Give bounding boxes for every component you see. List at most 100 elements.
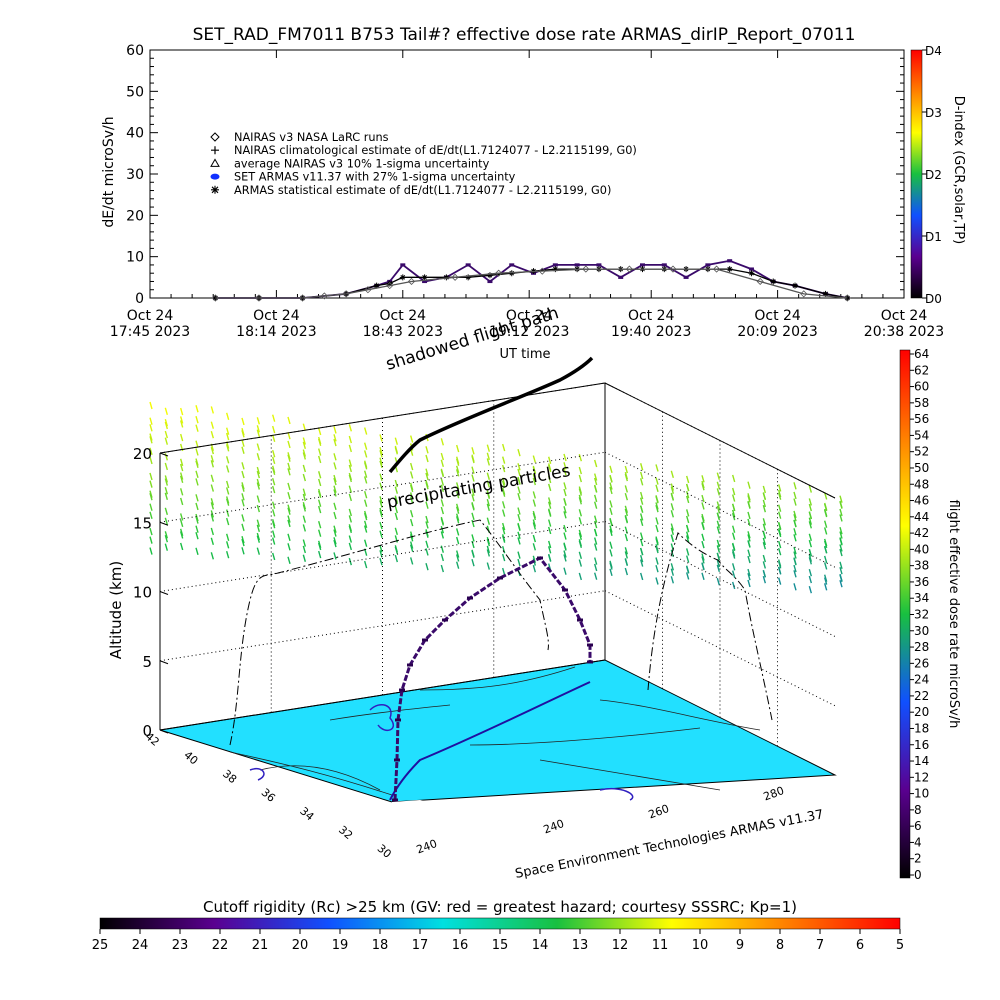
- precipitation-tick: [256, 417, 261, 425]
- precipitation-tick: [793, 491, 797, 500]
- dose-rate-tick-label: 6: [914, 819, 922, 833]
- precipitation-tick: [839, 548, 843, 557]
- precipitation-tick: [701, 515, 705, 524]
- precipitation-tick: [440, 438, 445, 446]
- precipitation-tick: [639, 518, 644, 527]
- dose-rate-tick-label: 34: [914, 591, 929, 605]
- precipitation-tick: [149, 417, 153, 425]
- precipitation-tick: [808, 498, 813, 506]
- precipitation-tick: [471, 474, 475, 482]
- altitude-axis-label: Altitude (km): [107, 561, 125, 659]
- precipitation-tick: [563, 550, 567, 558]
- precipitation-tick: [394, 527, 399, 536]
- precipitation-tick: [409, 541, 414, 549]
- precipitation-tick: [578, 532, 583, 541]
- precipitation-tick: [501, 553, 506, 562]
- dose-rate-tick-label: 38: [914, 559, 929, 573]
- precipitation-tick: [241, 446, 245, 454]
- precipitation-tick: [609, 549, 613, 557]
- precipitation-tick: [256, 504, 261, 513]
- armas-point: [661, 263, 667, 267]
- precipitation-tick: [747, 540, 751, 548]
- precipitation-tick: [394, 437, 399, 445]
- armas-point: [422, 279, 428, 284]
- precipitation-tick: [179, 519, 184, 527]
- precipitation-tick: [701, 494, 705, 503]
- top-y-tick-label: 20: [126, 208, 144, 224]
- precipitation-tick: [195, 440, 199, 448]
- precipitation-tick: [195, 516, 199, 524]
- precipitation-tick: [655, 484, 659, 493]
- precipitation-tick: [348, 525, 353, 534]
- armas-point: [509, 263, 515, 267]
- precipitation-tick: [609, 562, 613, 570]
- dose-rate-tick-label: 44: [914, 510, 929, 524]
- precipitation-tick: [225, 498, 230, 506]
- latitude-tick-label: 40: [181, 749, 200, 768]
- precipitation-tick: [532, 473, 537, 482]
- precipitation-tick: [563, 532, 567, 540]
- precipitation-tick: [363, 512, 368, 521]
- precipitation-tick: [593, 563, 598, 572]
- precipitation-tick: [241, 462, 245, 470]
- top-x-tick-time: 17:45 2023: [110, 324, 190, 340]
- cutoff-rigidity-tick-label: 15: [492, 938, 509, 953]
- precipitation-tick: [808, 517, 813, 525]
- precipitation-tick: [195, 502, 199, 511]
- precipitation-tick: [578, 572, 583, 581]
- dose-rate-tick-label: 30: [914, 624, 929, 638]
- precipitation-tick: [655, 477, 659, 485]
- precipitation-tick: [823, 540, 828, 549]
- precipitation-tick: [532, 455, 537, 463]
- precipitation-tick: [164, 535, 169, 543]
- armas-point: [487, 279, 493, 284]
- precipitation-tick: [210, 502, 215, 510]
- precipitation-tick: [593, 515, 598, 523]
- precipitation-tick: [655, 496, 659, 504]
- precipitation-tick: [517, 463, 521, 471]
- precipitation-tick: [425, 548, 429, 556]
- flight-path-point: [395, 718, 401, 722]
- dose-rate-label: flight effective dose rate microSv/h: [946, 500, 961, 729]
- precipitation-tick: [256, 535, 261, 543]
- precipitation-tick: [271, 425, 276, 434]
- precipitation-tick: [363, 520, 368, 529]
- precipitation-tick: [455, 465, 460, 474]
- precipitation-tick: [655, 502, 659, 510]
- precipitation-tick: [808, 533, 813, 542]
- altitude-tick: [159, 729, 169, 734]
- flight-path-point: [394, 758, 400, 762]
- precipitation-tick: [808, 485, 813, 493]
- precipitation-tick: [440, 452, 445, 461]
- precipitation-tick: [164, 453, 169, 461]
- precipitation-tick: [256, 443, 261, 451]
- precipitation-tick: [547, 497, 552, 505]
- cutoff-rigidity-tick-label: 16: [452, 938, 469, 953]
- precipitation-tick: [225, 533, 230, 542]
- precipitation-tick: [287, 515, 291, 523]
- armas-statistical-point: [386, 280, 393, 287]
- precipitation-tick: [149, 447, 153, 456]
- precipitation-tick: [455, 516, 460, 524]
- top-x-tick-date: Oct 24: [380, 308, 427, 324]
- dose-rate-tick-label: 60: [914, 380, 929, 394]
- d-index-tick-label: D1: [925, 230, 942, 244]
- precipitation-tick: [501, 480, 506, 489]
- precipitation-tick: [302, 504, 307, 512]
- dose-rate-tick-label: 64: [914, 347, 929, 361]
- precipitation-tick: [425, 540, 429, 548]
- dose-rate-tick-label: 36: [914, 575, 929, 589]
- precipitation-tick: [210, 552, 215, 560]
- armas-statistical-point: [486, 272, 493, 279]
- precipitation-tick: [287, 492, 291, 500]
- precipitation-tick: [149, 511, 153, 520]
- cutoff-rigidity-tick-label: 19: [332, 938, 349, 953]
- precipitation-tick: [793, 547, 797, 555]
- precipitation-tick: [747, 568, 751, 577]
- precipitation-tick: [302, 449, 307, 457]
- precipitation-tick: [379, 550, 383, 558]
- precipitation-tick: [793, 551, 797, 559]
- precipitation-tick: [593, 529, 598, 537]
- lakes: [249, 703, 634, 801]
- precipitation-tick: [348, 459, 353, 467]
